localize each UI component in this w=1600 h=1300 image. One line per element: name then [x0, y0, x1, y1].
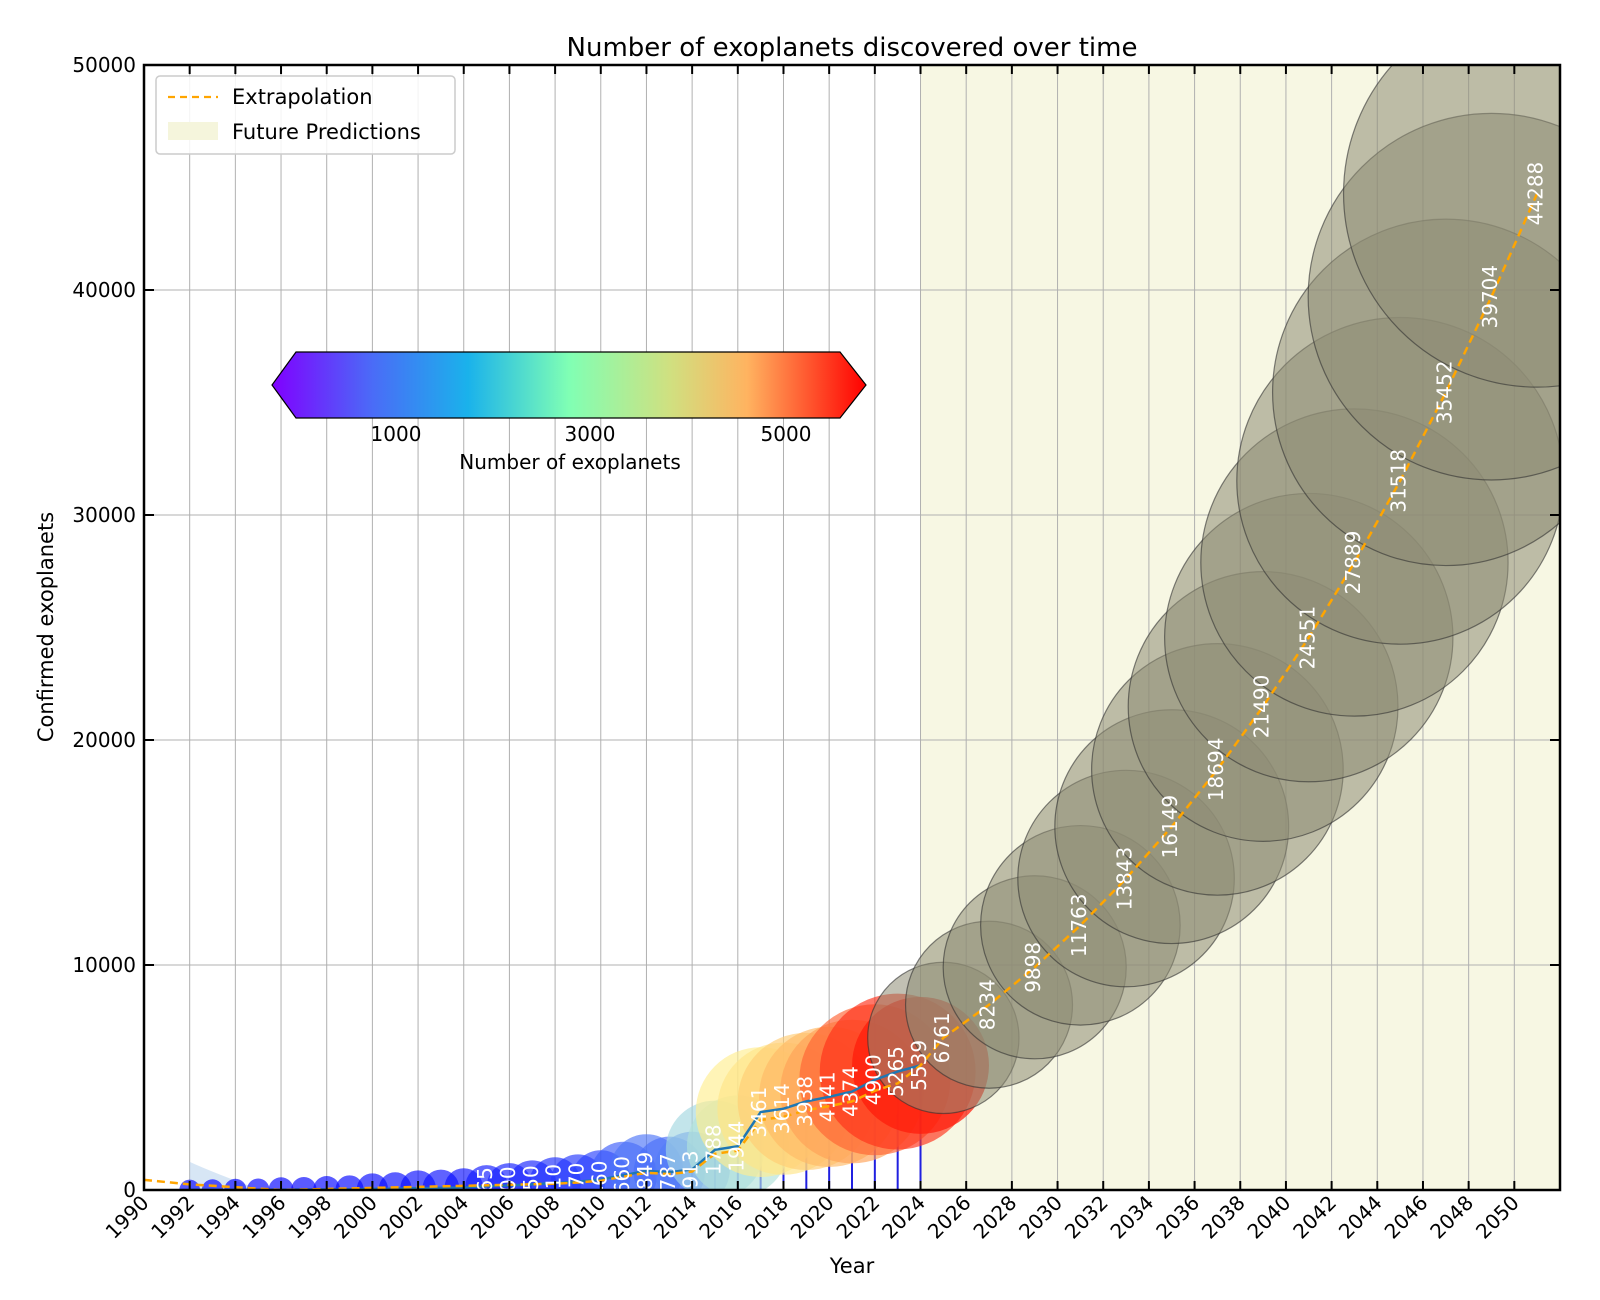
x-tick-label: 2044 — [1334, 1191, 1387, 1244]
y-tick-label: 10000 — [72, 953, 136, 977]
bubble-value-label: 35452 — [1432, 361, 1456, 425]
x-tick-label: 2014 — [649, 1191, 702, 1244]
legend-extrapolation-label: Extrapolation — [232, 85, 373, 109]
colorbar-label: Number of exoplanets — [459, 450, 681, 474]
x-tick-label: 2048 — [1425, 1191, 1478, 1244]
y-tick-label: 40000 — [72, 278, 136, 302]
colorbar-tick: 3000 — [565, 422, 616, 446]
bubble-value-label: 21490 — [1250, 675, 1274, 739]
x-tick-label: 1998 — [283, 1191, 336, 1244]
x-tick-label: 2022 — [831, 1191, 884, 1244]
bubble-value-label: 165 — [473, 1167, 497, 1205]
legend: Extrapolation Future Predictions — [155, 75, 456, 155]
bubble-value-label: 200 — [496, 1166, 520, 1204]
x-axis-title: Year — [829, 1254, 875, 1278]
bubble-value-label: 660 — [610, 1156, 634, 1194]
x-tick-label: 2036 — [1151, 1191, 1204, 1244]
data-bubbles — [179, 65, 1560, 1190]
prediction-bubble — [1343, 65, 1560, 388]
bubble-value-label: 44288 — [1524, 162, 1548, 226]
bubble-value-label: 11763 — [1067, 894, 1091, 958]
bubble-value-labels: 1652002503103704606608497879131788194434… — [473, 162, 1548, 1205]
bubble-value-label: 1788 — [701, 1124, 725, 1175]
colorbar-tick: 5000 — [761, 422, 812, 446]
bubble-value-label: 310 — [542, 1164, 566, 1202]
bubble-value-label: 3461 — [747, 1087, 771, 1138]
bubble-value-label: 787 — [656, 1153, 680, 1191]
chart-title: Number of exoplanets discovered over tim… — [567, 33, 1138, 63]
bubble-value-label: 16149 — [1158, 795, 1182, 859]
x-tick-label: 2006 — [466, 1191, 519, 1244]
x-tick-label: 2020 — [786, 1191, 839, 1244]
bubble-value-label: 39704 — [1478, 265, 1502, 329]
x-tick-label: 2038 — [1197, 1191, 1250, 1244]
bubble-value-label: 9898 — [1021, 942, 1045, 993]
extrapolation-line — [144, 193, 1539, 1190]
bubble-value-label: 18694 — [1204, 738, 1228, 802]
colorbar-bar — [271, 351, 867, 419]
x-tick-label: 2010 — [557, 1191, 610, 1244]
colorbar: 1000 3000 5000 Number of exoplanets — [271, 351, 867, 474]
x-tick-label: 2050 — [1471, 1191, 1524, 1244]
colorbar-tick: 1000 — [371, 422, 422, 446]
y-tick-label: 0 — [123, 1178, 136, 1202]
x-tick-label: 1994 — [192, 1191, 245, 1244]
bubble-value-label: 5539 — [907, 1040, 931, 1091]
data-bubble — [291, 1176, 317, 1190]
bubble-value-label: 370 — [564, 1163, 588, 1201]
x-tick-label: 2026 — [923, 1191, 976, 1244]
bubble-value-label: 4374 — [839, 1066, 863, 1117]
x-tick-label: 2018 — [740, 1191, 793, 1244]
y-tick-label: 30000 — [72, 503, 136, 527]
bubble-value-label: 24551 — [1295, 606, 1319, 670]
x-tick-label: 2012 — [603, 1191, 656, 1244]
y-tick-label: 50000 — [72, 53, 136, 77]
bubble-value-label: 27889 — [1341, 531, 1365, 595]
x-tick-label: 2042 — [1288, 1191, 1341, 1244]
legend-future-swatch — [168, 122, 218, 140]
data-bubble — [335, 1175, 364, 1190]
bubble-value-label: 5265 — [884, 1046, 908, 1097]
bubble-value-label: 460 — [587, 1161, 611, 1199]
x-tick-label: 2034 — [1105, 1191, 1158, 1244]
legend-future-label: Future Predictions — [232, 120, 421, 144]
x-tick-label: 2016 — [694, 1191, 747, 1244]
x-tick-label: 1996 — [238, 1191, 291, 1244]
plot-frame — [142, 63, 1562, 1192]
bubble-value-label: 250 — [519, 1165, 543, 1203]
bubble-value-label: 4900 — [861, 1054, 885, 1105]
y-axis-title: Confirmed exoplanets — [34, 512, 58, 742]
bubble-value-label: 4141 — [816, 1071, 840, 1122]
axis-ticks — [143, 64, 1560, 1191]
bubble-value-label: 13843 — [1113, 847, 1137, 911]
x-tick-label: 2028 — [968, 1191, 1021, 1244]
x-tick-label: 2046 — [1380, 1191, 1433, 1244]
x-tick-label: 2032 — [1060, 1191, 1113, 1244]
x-tick-label: 2008 — [512, 1191, 565, 1244]
bubble-value-label: 8234 — [976, 979, 1000, 1030]
x-tick-label: 2040 — [1243, 1191, 1296, 1244]
x-tick-label: 2002 — [375, 1191, 428, 1244]
bubble-value-label: 849 — [633, 1152, 657, 1190]
bubble-value-label: 3614 — [770, 1083, 794, 1134]
x-tick-label: 2000 — [329, 1191, 382, 1244]
y-tick-label: 20000 — [72, 728, 136, 752]
legend-box — [155, 75, 456, 155]
bubble-value-label: 1944 — [724, 1121, 748, 1172]
x-tick-label: 2024 — [877, 1191, 930, 1244]
bubble-value-label: 31518 — [1387, 449, 1411, 513]
x-tick-label: 2004 — [420, 1191, 473, 1244]
bubble-value-label: 3938 — [793, 1076, 817, 1127]
bubble-value-label: 913 — [679, 1150, 703, 1188]
bubble-value-label: 6761 — [930, 1012, 954, 1063]
x-tick-label: 1992 — [146, 1191, 199, 1244]
x-tick-label: 2030 — [1014, 1191, 1067, 1244]
